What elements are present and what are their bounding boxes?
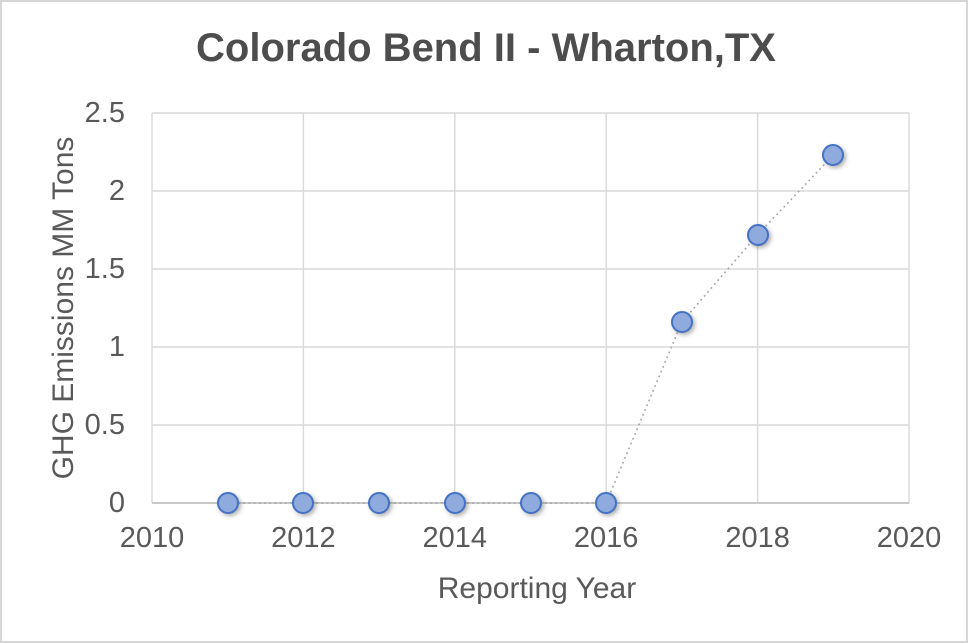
data-point-2014 bbox=[443, 492, 466, 514]
y-tick-label: 1 bbox=[108, 331, 125, 363]
y-tick-label: 0.5 bbox=[84, 409, 125, 441]
y-tick-label: 0 bbox=[108, 487, 125, 519]
x-tick-label: 2018 bbox=[725, 522, 790, 554]
x-tick-label: 2020 bbox=[876, 522, 942, 554]
data-point-2019 bbox=[822, 144, 845, 167]
series-connector-line bbox=[227, 154, 834, 504]
x-tick-label: 2016 bbox=[573, 522, 639, 554]
x-tick-label: 2014 bbox=[422, 522, 488, 554]
x-axis-title: Reporting Year bbox=[437, 572, 637, 605]
y-tick-label: 2 bbox=[108, 175, 125, 207]
data-point-2016 bbox=[595, 492, 618, 514]
plot-area bbox=[151, 112, 910, 514]
data-point-2013 bbox=[368, 492, 391, 514]
y-tick-label: 2.5 bbox=[84, 97, 125, 129]
plot-grid-and-series bbox=[151, 112, 910, 504]
data-point-2015 bbox=[519, 492, 542, 514]
y-tick-label: 1.5 bbox=[84, 253, 125, 285]
data-point-2011 bbox=[216, 492, 239, 514]
x-tick-label: 2012 bbox=[271, 522, 336, 554]
x-tick-label: 2010 bbox=[119, 522, 185, 554]
data-point-2017 bbox=[670, 311, 693, 334]
data-point-2012 bbox=[292, 492, 315, 514]
data-point-2018 bbox=[746, 223, 769, 246]
chart-title: Colorado Bend II - Wharton,TX bbox=[196, 26, 776, 70]
